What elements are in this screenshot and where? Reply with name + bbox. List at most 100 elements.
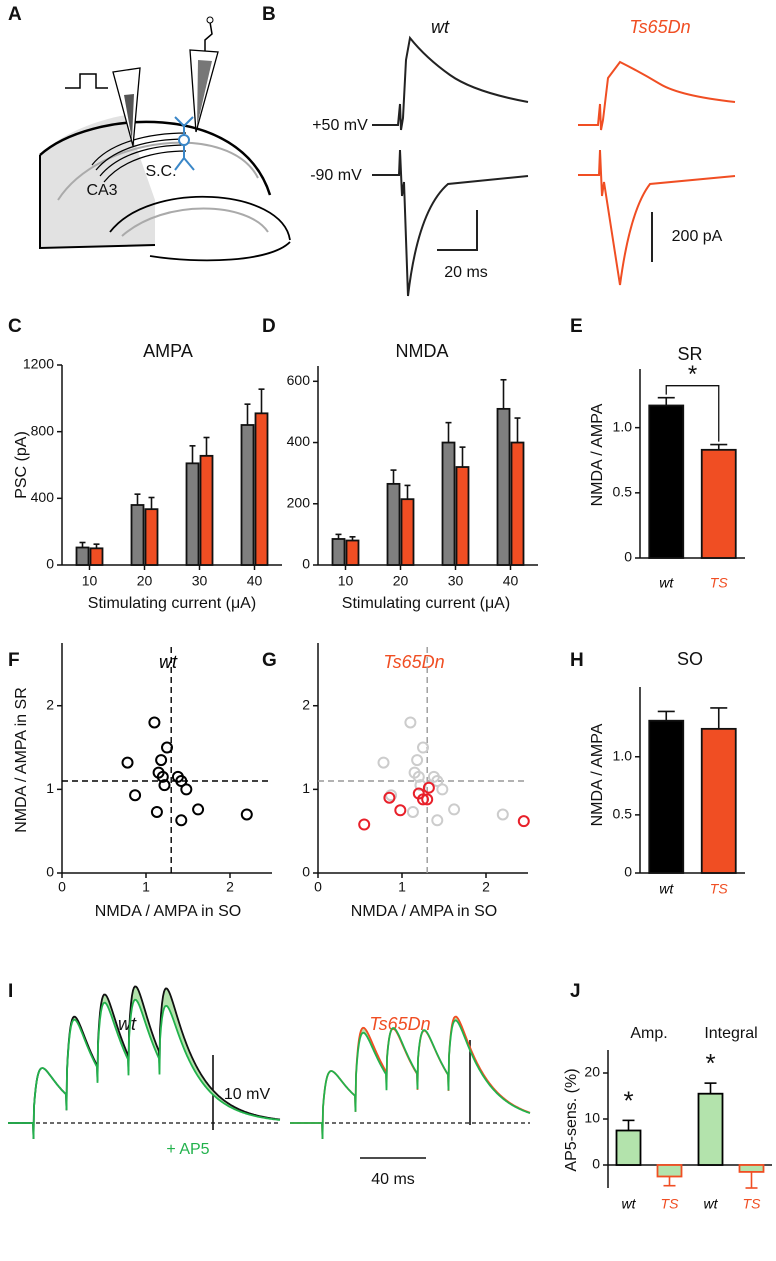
point [148, 716, 161, 729]
region-label: CA3 [86, 182, 117, 199]
drug-label: + AP5 [166, 1141, 209, 1158]
y-tick-label: 2 [302, 696, 310, 712]
bar [496, 407, 511, 566]
point [404, 716, 417, 729]
y-tick-label: 400 [31, 489, 55, 505]
x-tick-label: 2 [226, 879, 234, 895]
bar [615, 1129, 642, 1166]
significance-bracket [665, 385, 720, 442]
y-tick-label: 400 [287, 433, 311, 449]
point [496, 808, 509, 821]
y-tick-label: 20 [584, 1064, 600, 1080]
x-axis-label: Stimulating current (μA) [88, 595, 256, 612]
x-tick-label: 10 [338, 573, 354, 589]
y-tick-label: 0 [46, 556, 54, 572]
trace-title: wt [118, 1014, 137, 1034]
y-axis-label: NMDA / AMPA [589, 723, 606, 826]
x-tick-label: wt [622, 1196, 637, 1212]
current-traces [372, 35, 736, 297]
x-axis-label: Stimulating current (μA) [342, 595, 510, 612]
bar [648, 719, 685, 874]
y-axis-label: PSC (pA) [13, 431, 30, 499]
x-axis-label: NMDA / AMPA in SO [351, 903, 497, 920]
panel-label: J [570, 981, 581, 1002]
y-tick-label: 0 [624, 549, 632, 565]
trace-title: Ts65Dn [629, 17, 690, 37]
panel-label: D [262, 316, 276, 337]
chart-title: wt [159, 652, 178, 672]
point [417, 793, 429, 806]
point [412, 770, 425, 783]
bar [75, 546, 90, 566]
y-tick-label: 0 [624, 864, 632, 880]
y-tick-label: 0 [46, 864, 54, 880]
point [180, 783, 193, 796]
point [431, 814, 444, 827]
point [383, 791, 396, 804]
x-tick-label: 2 [482, 879, 490, 895]
bar [656, 1164, 683, 1178]
point [129, 789, 142, 802]
y-tick-label: 1 [302, 780, 310, 796]
x-tick-label: 30 [192, 573, 208, 589]
panel-label: A [8, 4, 22, 25]
scale-label: 20 ms [444, 264, 488, 281]
point [192, 803, 205, 816]
y-tick-label: 0 [302, 864, 310, 880]
y-tick-label: 0.5 [613, 484, 633, 500]
chart-title: AMPA [143, 341, 193, 361]
bar [130, 504, 145, 566]
point [406, 805, 419, 818]
x-tick-label: TS [743, 1196, 762, 1212]
hippocampus-schematic [39, 16, 291, 262]
trace-title: wt [431, 17, 450, 37]
holding-label: +50 mV [312, 117, 368, 134]
y-tick-label: 10 [584, 1110, 600, 1126]
chart-title: SO [677, 649, 703, 669]
bar [700, 448, 737, 559]
bar [455, 466, 470, 566]
point [175, 814, 188, 827]
bar [89, 547, 104, 566]
x-tick-label: wt [659, 881, 674, 897]
x-tick-label: wt [704, 1196, 719, 1212]
scale-label: 40 ms [371, 1171, 415, 1188]
bar [510, 441, 525, 566]
voltage-trace [8, 998, 281, 1140]
y-tick-label: 0 [302, 556, 310, 572]
bar [697, 1092, 724, 1166]
x-tick-label: 10 [82, 573, 98, 589]
chart-title: NMDA [396, 341, 449, 361]
bar [441, 441, 456, 566]
panel-label: H [570, 650, 584, 671]
x-tick-label: wt [659, 575, 674, 591]
y-axis-label: NMDA / AMPA in SR [13, 687, 30, 833]
point [448, 803, 461, 816]
panel-label: C [8, 316, 22, 337]
region-label: S.C. [145, 163, 176, 180]
y-tick-label: 0 [592, 1156, 600, 1172]
y-tick-label: 600 [287, 372, 311, 388]
panel-label: E [570, 316, 583, 337]
panel-label: F [8, 650, 20, 671]
x-tick-label: 40 [247, 573, 263, 589]
group-label: Integral [704, 1025, 757, 1042]
point [156, 770, 169, 783]
point [422, 781, 435, 794]
point [377, 756, 390, 769]
trace-title: Ts65Dn [369, 1014, 430, 1034]
y-tick-label: 1.0 [613, 418, 633, 434]
point [121, 756, 134, 769]
panel-label: I [8, 981, 13, 1002]
y-tick-label: 2 [46, 696, 54, 712]
significance-mark: * [688, 361, 697, 388]
x-tick-label: 30 [448, 573, 464, 589]
significance-mark: * [705, 1048, 715, 1078]
point [517, 815, 530, 828]
y-tick-label: 1.0 [613, 747, 633, 763]
bar [648, 404, 685, 559]
bar [700, 727, 737, 874]
bar [240, 424, 255, 566]
y-tick-label: 0.5 [613, 806, 633, 822]
